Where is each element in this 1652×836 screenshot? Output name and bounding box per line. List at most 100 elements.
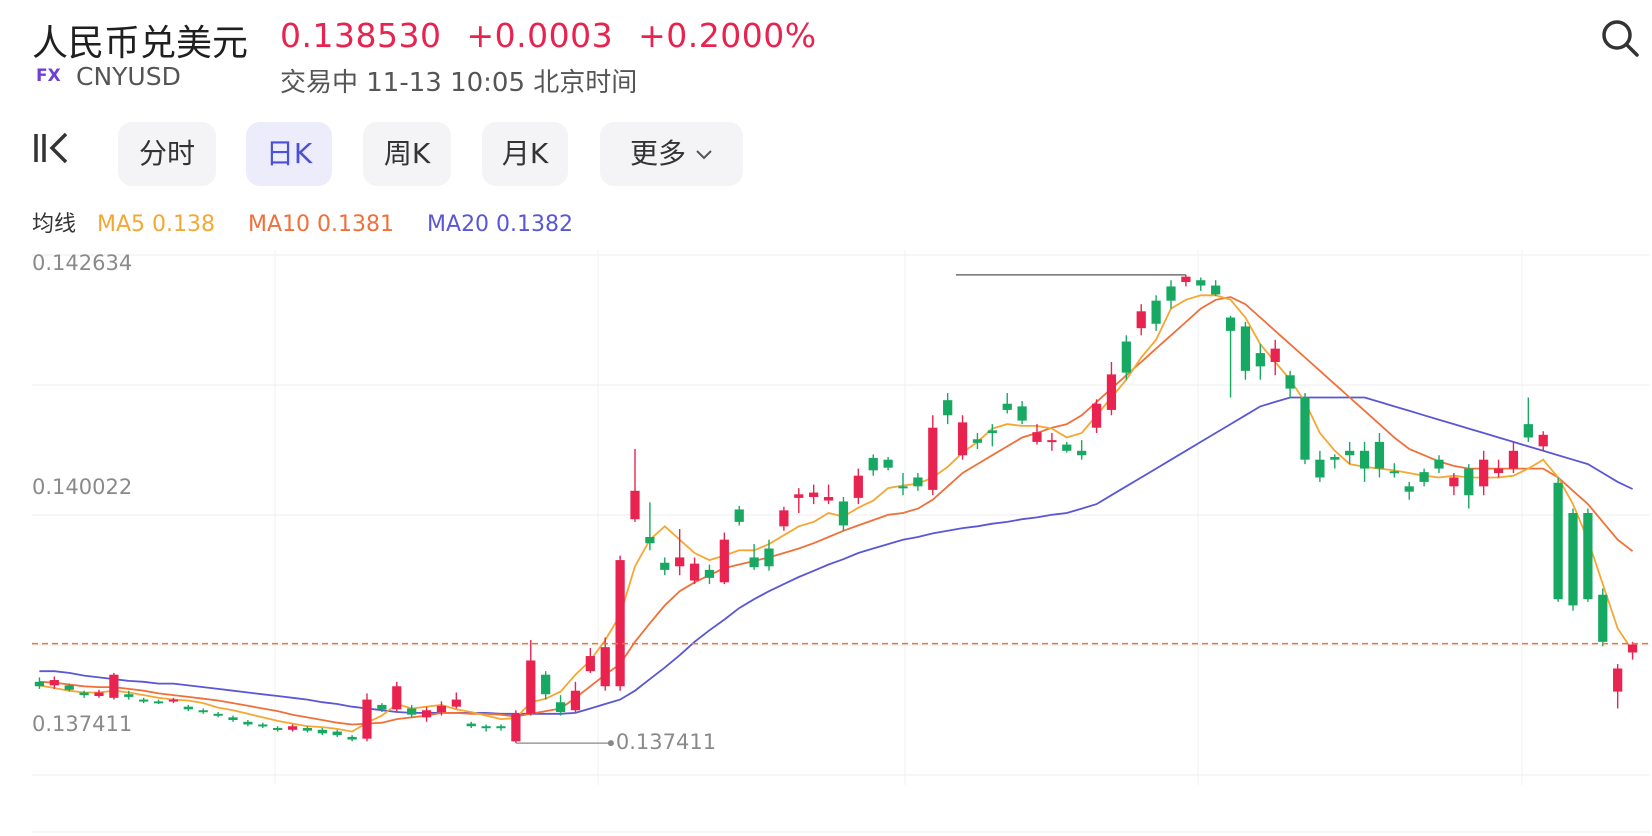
candle-body [600,647,610,687]
y-tick-label: 0.137411 [32,712,133,736]
ma-legend-label: 均线 [32,212,77,237]
candle-body [868,457,878,471]
candle-body [1091,403,1102,428]
ma-legend: 均线 MA5 0.138 MA10 0.1381 MA20 0.1382 [32,206,599,238]
candle-body [541,674,551,695]
candle-body [1553,482,1563,600]
candle-body [1151,300,1161,324]
candle-body [675,557,685,567]
candle-body [317,729,327,734]
y-tick-label: 0.140022 [32,475,133,499]
candle-body [913,477,923,487]
candle-body [1538,434,1548,447]
candle-body [898,486,908,489]
search-icon[interactable] [1600,18,1640,58]
tab-monthly-k-label: 月K [501,137,549,170]
min-price-label: 0.137411 [615,730,717,755]
candle-body [957,422,968,456]
candle-body [883,459,893,468]
candle-body [198,710,208,713]
candle-body [139,699,149,702]
candle-body [570,690,581,711]
candle-body [1285,375,1295,389]
candle-body [1389,471,1399,474]
candle-body [1255,353,1265,367]
candle-body [689,563,700,581]
candle-body [511,713,521,742]
candle-body [1374,441,1385,469]
candle-body [1464,468,1474,496]
candle-body [809,492,819,498]
candle-body [526,660,536,714]
candle-body [1359,450,1370,469]
tab-daily-k-label: 日K [265,137,313,170]
candle-body [481,726,491,729]
candle-body [555,702,566,713]
tab-weekly-k[interactable]: 周K [363,122,451,186]
candle-body [734,509,744,522]
candle-body [1211,285,1221,295]
candle-body [1196,280,1206,286]
candle-body [1568,512,1578,606]
candle-body [943,400,953,416]
candle-body [109,674,119,698]
candle-body [660,562,670,570]
candle-body [228,717,238,721]
candle-body [853,475,863,498]
candle-body [302,728,313,731]
candle-body [451,699,461,707]
candle-body [1479,459,1489,487]
fx-badge: FX [36,66,61,86]
candle-body [1106,374,1117,410]
tab-daily-k[interactable]: 日K [246,122,332,186]
candle-body [585,656,595,672]
y-tick-label: 0.142634 [32,251,133,275]
candle-body [243,721,253,725]
ma20-legend: MA20 0.1382 [427,212,574,237]
candle-body [1508,450,1519,469]
page-title: 人民币兑美元 [32,23,249,64]
candle-body [49,680,59,686]
candle-body [362,699,372,739]
chevron-down-icon [696,150,712,160]
tab-more[interactable]: 更多 [600,122,743,186]
candle-body [1002,403,1012,410]
quote-row: 0.138530 +0.0003 +0.2000% [280,16,831,55]
price-value: 0.138530 [280,16,442,55]
candle-body [466,723,476,727]
symbol-code: CNYUSD [76,62,181,91]
candle-body [1583,512,1593,600]
candle-body [1077,450,1087,456]
candle-body [972,439,983,443]
tab-intraday-label: 分时 [138,137,195,170]
period-toggle-icon[interactable] [32,132,72,172]
candle-body [421,710,432,718]
candle-body [1404,486,1414,492]
candle-body [436,705,447,713]
candle-body [630,490,640,520]
candle-body [1627,644,1638,653]
candle-body [764,548,774,567]
price-change-pct: +0.2000% [638,16,817,55]
chart-markers [32,274,1650,747]
ma20-line [39,396,1633,715]
candle-body [1270,348,1280,362]
candle-body [1240,326,1251,371]
candle-body [496,726,506,729]
candles [34,274,1638,744]
candle-body [928,427,938,490]
candle-body [645,536,655,544]
candle-body [347,736,357,740]
candle-body [1062,444,1072,451]
tab-intraday[interactable]: 分时 [118,122,216,186]
candle-body [213,713,223,716]
candle-body [615,560,625,687]
tab-monthly-k[interactable]: 月K [482,122,568,186]
candle-body [1434,459,1444,469]
candle-body [704,569,715,578]
trading-status: 交易中 11-13 10:05 北京时间 [280,68,638,98]
ma-lines [39,294,1634,733]
candle-body [392,686,402,710]
candle-body [823,497,834,501]
